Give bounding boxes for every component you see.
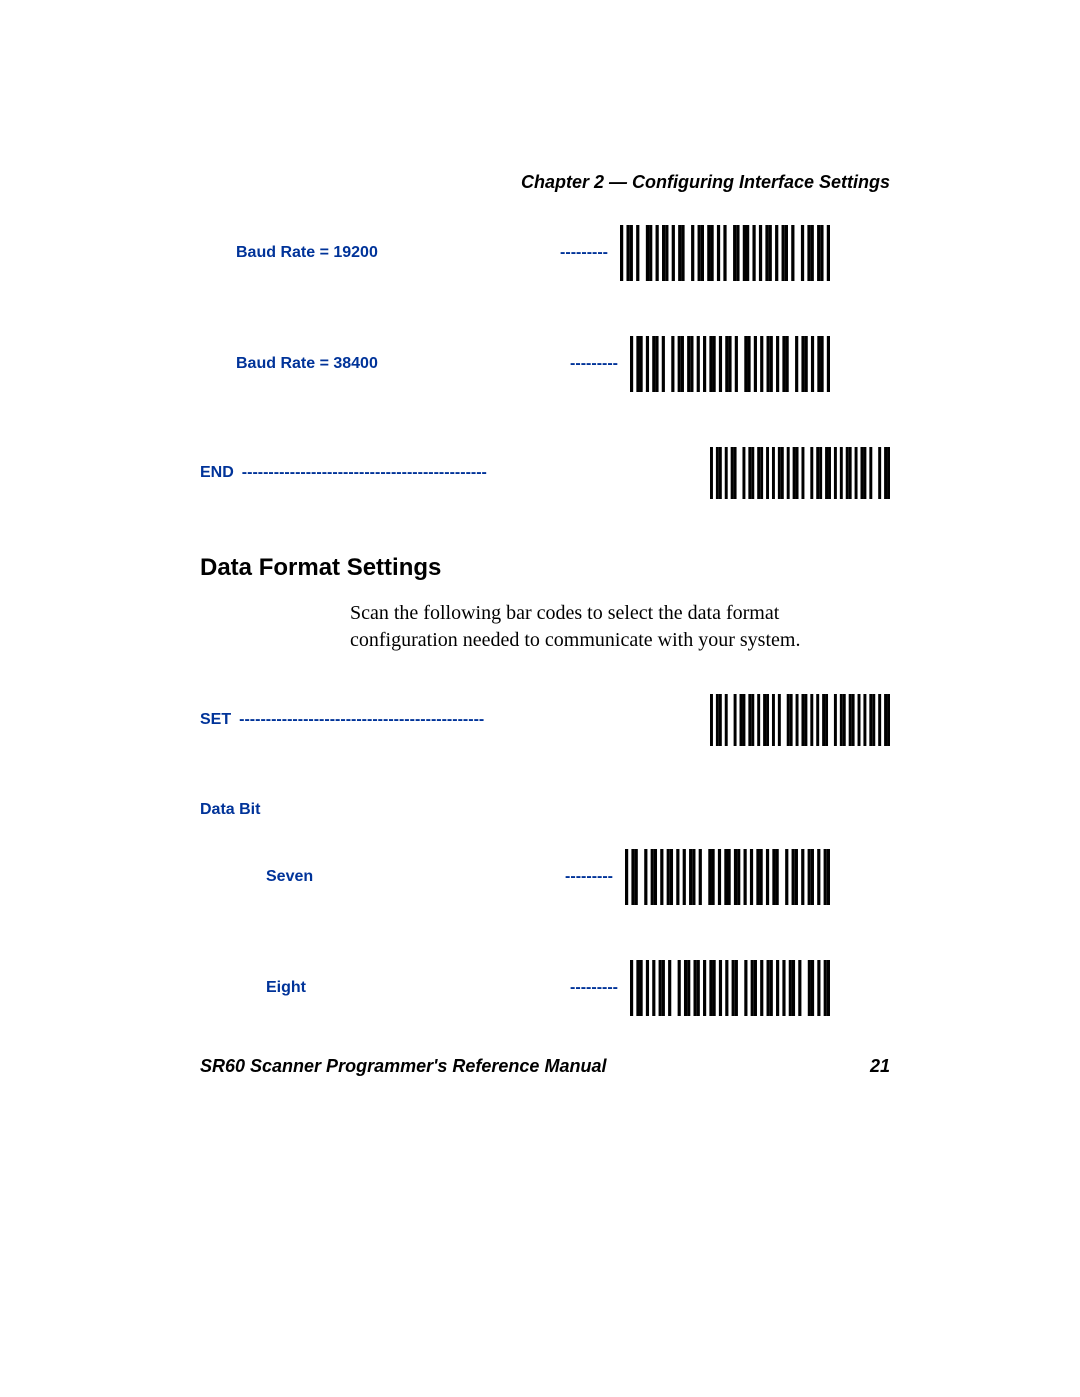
footer: SR60 Scanner Programmer's Reference Manu… — [200, 1056, 890, 1077]
setting-row: END ------------------------------------… — [200, 447, 890, 499]
barcode — [710, 694, 890, 746]
bottom-rows: SET ------------------------------------… — [200, 694, 890, 746]
leader-dashes: --------- — [565, 868, 613, 886]
barcode — [710, 447, 890, 499]
setting-row: Baud Rate = 38400 --------- — [200, 336, 890, 392]
section-title: Data Format Settings — [200, 554, 890, 582]
leader-dashes: --------- — [570, 355, 618, 373]
setting-label: END — [200, 464, 234, 482]
setting-row: SET ------------------------------------… — [200, 694, 890, 746]
setting-row: Baud Rate = 19200 --------- — [200, 225, 890, 281]
footer-left: SR60 Scanner Programmer's Reference Manu… — [200, 1056, 606, 1077]
footer-page-number: 21 — [870, 1056, 890, 1077]
section-body: Scan the following bar codes to select t… — [350, 600, 890, 654]
databit-rows: Seven --------- Eight --------- — [200, 849, 890, 1016]
barcode — [630, 336, 830, 392]
setting-row: Eight --------- — [200, 960, 890, 1016]
setting-label: Baud Rate = 19200 — [200, 244, 378, 262]
setting-label: Baud Rate = 38400 — [200, 355, 378, 373]
setting-label: SET — [200, 711, 231, 729]
leader-dashes: ----------------------------------------… — [239, 711, 484, 729]
data-bit-subheading: Data Bit — [200, 801, 890, 819]
setting-label: Eight — [200, 979, 306, 997]
top-rows: Baud Rate = 19200---------Baud Rate = 38… — [200, 225, 890, 499]
barcode — [630, 960, 830, 1016]
chapter-header: Chapter 2 — Configuring Interface Settin… — [521, 172, 890, 193]
setting-row: Seven --------- — [200, 849, 890, 905]
leader-dashes: --------- — [560, 244, 608, 262]
setting-label: Seven — [200, 868, 313, 886]
leader-dashes: ----------------------------------------… — [242, 464, 487, 482]
page: Chapter 2 — Configuring Interface Settin… — [0, 0, 1080, 1397]
barcode — [625, 849, 830, 905]
barcode — [620, 225, 830, 281]
leader-dashes: --------- — [570, 979, 618, 997]
